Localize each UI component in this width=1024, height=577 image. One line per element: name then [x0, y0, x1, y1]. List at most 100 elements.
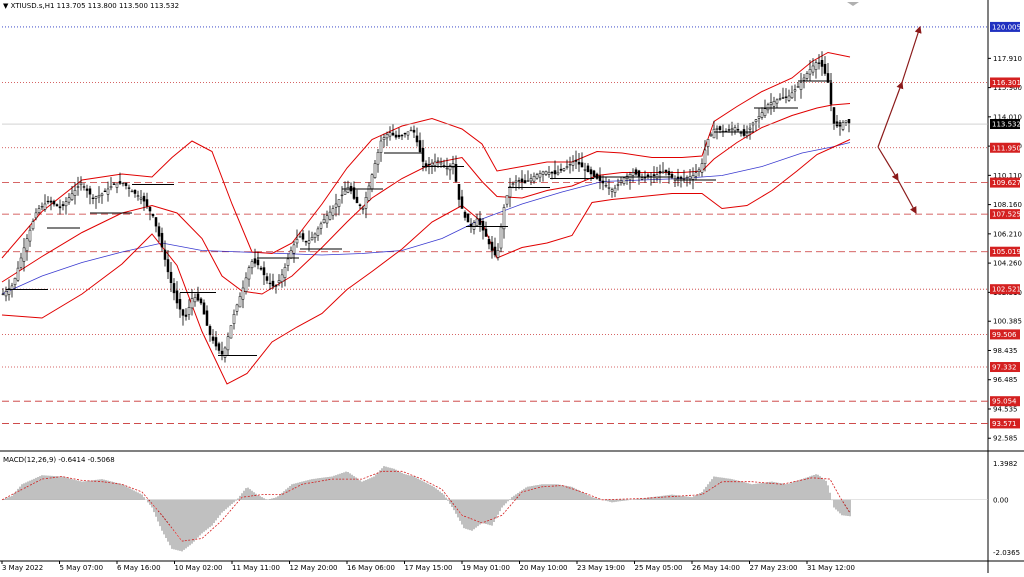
candle-body [289, 250, 293, 259]
candle-body [208, 326, 212, 336]
candle-body [283, 267, 287, 278]
candle-body [700, 163, 704, 173]
candle-body [679, 176, 683, 179]
time-tick-label: 23 May 19:00 [577, 564, 625, 572]
candle-body [190, 298, 194, 309]
candle-body [94, 196, 98, 199]
candle-body [733, 127, 737, 132]
candle-body [322, 219, 326, 223]
candle-body [454, 164, 458, 182]
candle-body [529, 178, 533, 182]
candle-body [298, 236, 302, 238]
level-price-box [990, 362, 1020, 373]
candle-body [481, 221, 485, 231]
candle-body [685, 177, 689, 179]
symbol-dropdown-icon[interactable]: ▼ [3, 2, 9, 10]
candle-body [400, 134, 404, 137]
candle-body [64, 201, 68, 207]
candle-body [292, 244, 296, 254]
candle-body [193, 297, 197, 303]
candle-body [808, 69, 812, 75]
candle-body [16, 267, 20, 281]
candle-body [61, 204, 65, 207]
level-price-label: 109.627 [992, 179, 1021, 187]
candle-body [442, 164, 446, 167]
symbol-header[interactable]: ▼ XTIUSD.s,H1 113.705 113.800 113.500 11… [3, 2, 179, 10]
candle-body [346, 187, 350, 193]
candle-body [181, 309, 185, 316]
candle-body [574, 159, 578, 162]
candle-body [37, 208, 41, 213]
candle-body [709, 134, 713, 137]
candle-body [145, 199, 149, 207]
candle-body [802, 77, 806, 81]
candle-body [787, 95, 791, 101]
candle-body [115, 183, 119, 188]
candle-body [52, 200, 56, 205]
candle-body [553, 170, 557, 175]
shift-marker-icon [847, 2, 859, 6]
candle-body [706, 139, 710, 148]
candle-body [286, 258, 290, 266]
candle-body [511, 183, 515, 185]
candle-body [580, 162, 584, 168]
candle-body [325, 215, 329, 224]
candle-body [130, 190, 134, 193]
candle-body [796, 86, 800, 88]
candle-body [403, 133, 407, 135]
level-price-label: 97.332 [992, 364, 1017, 372]
level-price-box [990, 284, 1020, 295]
candle-body [406, 131, 410, 136]
candle-body [412, 129, 416, 133]
level-price-label: 116.301 [992, 79, 1021, 87]
candle-body [331, 208, 335, 216]
candle-body [274, 285, 278, 287]
price-tick-label: 117.910 [993, 55, 1022, 63]
candle-body [19, 257, 23, 268]
candle-body [319, 223, 323, 229]
candle-body [40, 206, 44, 208]
candle-body [382, 137, 386, 140]
candle-body [538, 173, 542, 178]
candle-body [448, 165, 452, 171]
candle-body [424, 163, 428, 168]
candle-body [229, 325, 233, 339]
candle-body [607, 187, 611, 189]
candle-body [763, 108, 767, 116]
candle-body [232, 314, 236, 324]
candle-body [586, 165, 590, 173]
candle-body [664, 169, 668, 173]
price-tick-label: 106.210 [993, 230, 1022, 238]
candle-body [619, 180, 623, 183]
time-tick-label: 19 May 01:00 [462, 564, 510, 572]
candle-body [532, 176, 536, 182]
candle-body [418, 140, 422, 153]
candle-body [550, 171, 554, 174]
candle-body [106, 188, 110, 195]
candle-body [151, 213, 155, 217]
candle-body [484, 228, 488, 237]
candle-body [505, 195, 509, 205]
level-price-box [990, 418, 1020, 429]
candle-body [262, 267, 266, 276]
time-tick-label: 25 May 05:00 [635, 564, 683, 572]
candle-body [844, 120, 848, 123]
candle-body [343, 190, 347, 195]
candle-body [748, 127, 752, 130]
level-price-box [990, 396, 1020, 407]
candle-body [478, 218, 482, 225]
candle-body [256, 259, 260, 266]
candle-body [736, 129, 740, 131]
candle-body [109, 186, 113, 189]
candle-body [640, 177, 644, 180]
candle-body [451, 163, 455, 168]
candle-body [328, 211, 332, 220]
time-tick-label: 16 May 06:00 [347, 564, 395, 572]
candle-body [631, 172, 635, 176]
candle-body [592, 170, 596, 177]
candle-body [508, 186, 512, 198]
candle-body [604, 185, 608, 187]
level-price-label: 102.521 [992, 286, 1021, 294]
symbol-ohlc-text: XTIUSD.s,H1 113.705 113.800 113.500 113.… [10, 2, 180, 10]
